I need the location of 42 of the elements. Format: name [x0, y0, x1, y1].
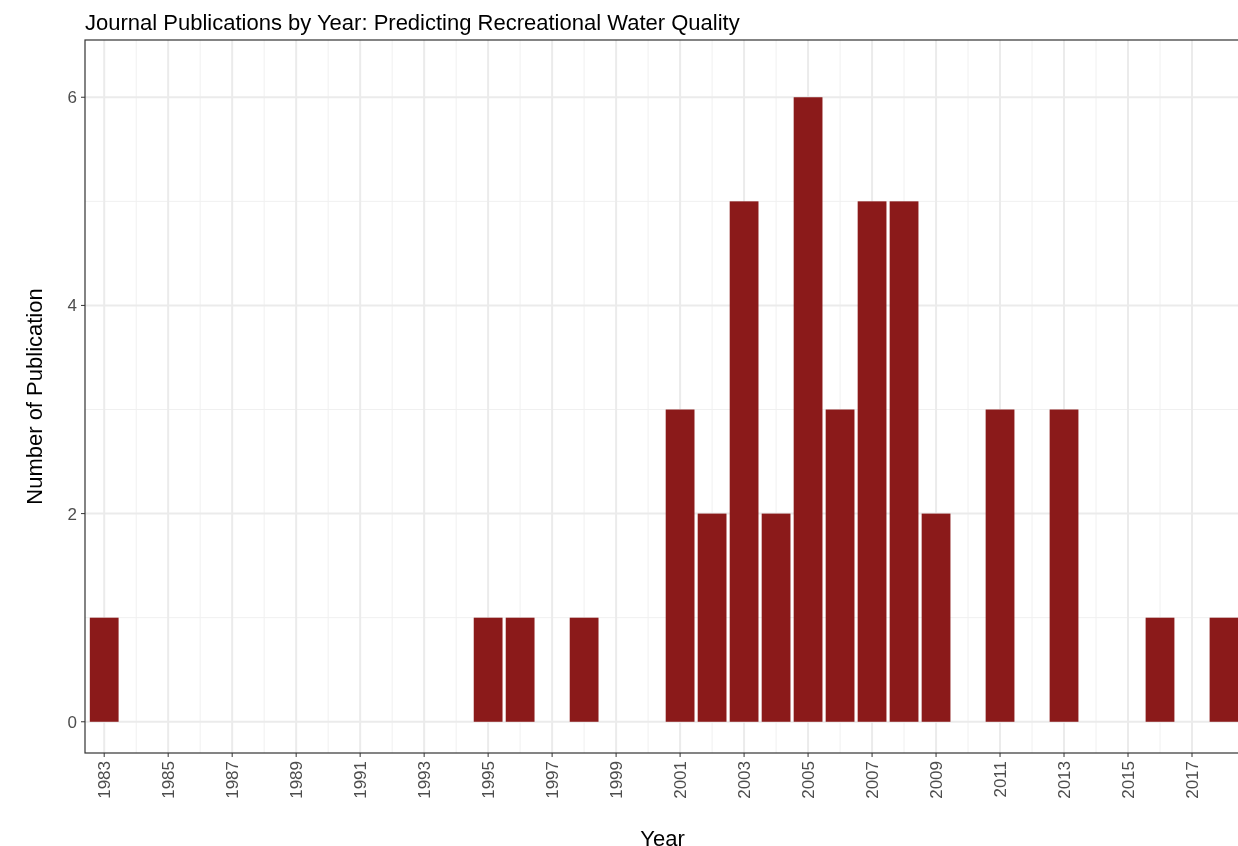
x-tick-label: 1989: [287, 761, 307, 799]
x-tick-label: 1993: [415, 761, 435, 799]
x-tick-label: 2017: [1182, 761, 1202, 799]
y-tick-label: 6: [67, 88, 77, 108]
x-tick-label: 2001: [671, 761, 691, 799]
bar: [569, 617, 599, 722]
x-tick-label: 2013: [1054, 761, 1074, 799]
x-tick-label: 2005: [799, 761, 819, 799]
bar: [1209, 617, 1238, 722]
bar: [697, 513, 727, 722]
x-tick-label: 2003: [735, 761, 755, 799]
x-tick-label: 2007: [863, 761, 883, 799]
y-tick-label: 0: [67, 712, 77, 732]
bar: [985, 409, 1015, 722]
bar: [825, 409, 855, 722]
bar: [793, 97, 823, 722]
x-tick-label: 1987: [223, 761, 243, 799]
bar: [1145, 617, 1175, 722]
x-tick-label: 2011: [990, 761, 1010, 798]
bar: [761, 513, 791, 722]
bar: [921, 513, 951, 722]
bar: [889, 201, 919, 722]
bar: [1049, 409, 1079, 722]
x-tick-label: 2009: [927, 761, 946, 799]
bar: [505, 617, 535, 722]
y-tick-label: 2: [67, 504, 77, 524]
y-axis-title: Number of Publication: [22, 288, 47, 505]
bar: [89, 617, 119, 722]
x-tick-label: 1999: [607, 761, 627, 799]
bar: [857, 201, 887, 722]
x-tick-label: 1985: [159, 761, 179, 799]
chart-title: Journal Publications by Year: Predicting Recreational Water Quality: [85, 10, 740, 35]
x-tick-label: 1995: [479, 761, 499, 799]
bar: [729, 201, 759, 722]
bar: [665, 409, 695, 722]
bar: [473, 617, 503, 722]
y-tick-label: 4: [67, 296, 77, 316]
x-axis-title: Year: [640, 826, 685, 846]
x-tick-label: 1997: [543, 761, 563, 799]
x-tick-label: 1991: [351, 761, 371, 799]
x-tick-label: 1983: [95, 761, 115, 799]
x-tick-label: 2015: [1118, 761, 1138, 799]
